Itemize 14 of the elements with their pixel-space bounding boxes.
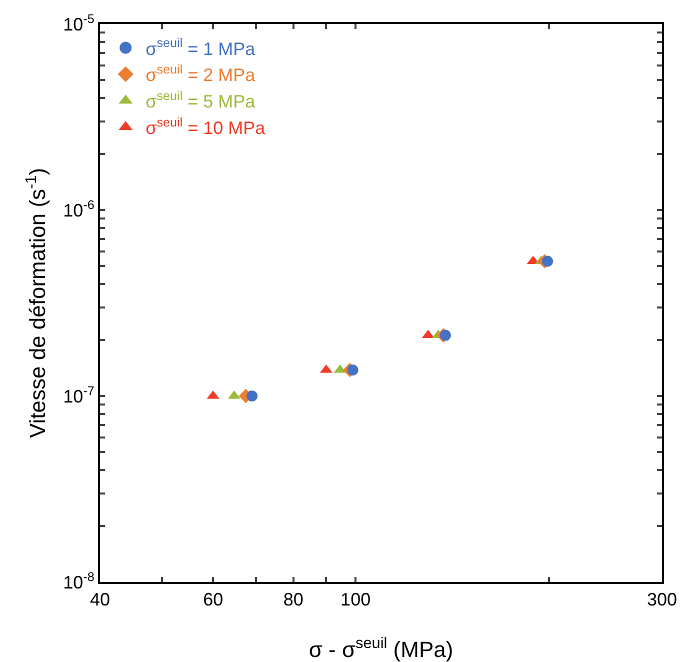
y-tick-label: 10$^{-7}$ xyxy=(63,384,94,406)
legend-label: σ$^{seuil}$ = 10 MPa xyxy=(146,115,266,138)
x-tick-label: 100 xyxy=(340,590,371,610)
x-tick-label: 80 xyxy=(283,590,304,610)
x-tick-label: 40 xyxy=(90,590,110,610)
y-tick-label: 10$^{-8}$ xyxy=(63,570,94,592)
legend-label: σ$^{seuil}$ = 5 MPa xyxy=(146,89,256,112)
y-tick-label: 10$^{-5}$ xyxy=(63,12,94,34)
legend-label: σ$^{seuil}$ = 1 MPa xyxy=(146,36,256,59)
x-axis-title: σ - σ$^{seuil}$ (MPa) xyxy=(308,634,454,662)
y-tick-label: 10$^{-6}$ xyxy=(63,198,94,220)
legend-label: σ$^{seuil}$ = 2 MPa xyxy=(146,62,256,86)
x-tick-label: 60 xyxy=(203,590,224,610)
x-tick-label: 300 xyxy=(646,590,678,610)
